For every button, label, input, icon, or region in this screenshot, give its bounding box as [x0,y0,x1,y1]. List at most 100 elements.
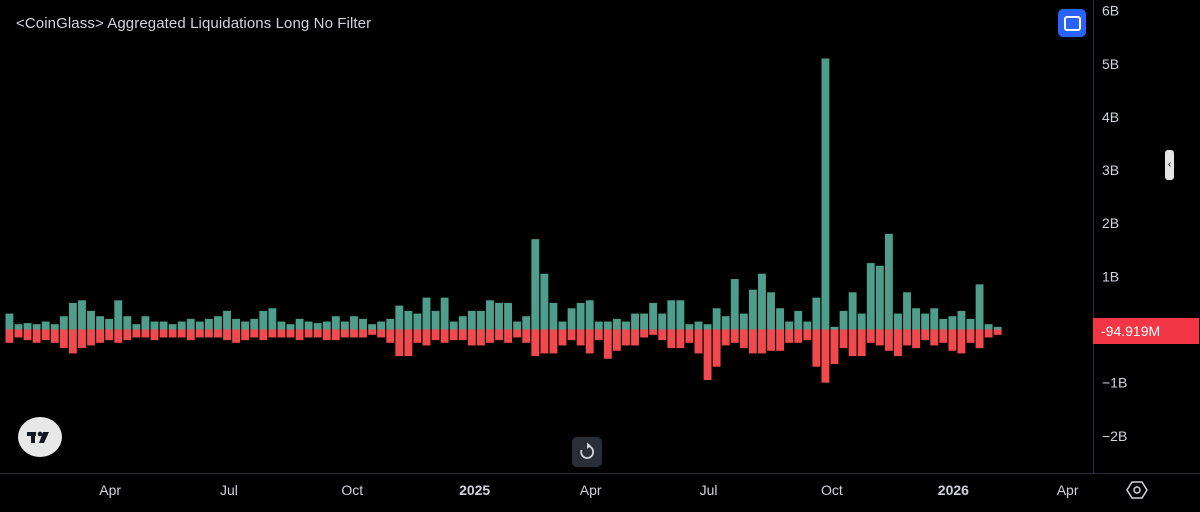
bar-positive [513,321,522,330]
bar-positive [540,273,549,330]
bar-positive [159,321,168,330]
bar-positive [232,318,241,330]
bar-positive [177,321,186,330]
bar-positive [667,300,676,330]
bar-positive [395,305,404,330]
x-tick-label: Jul [220,482,238,498]
bar-positive [313,323,322,330]
y-tick-label: 5B [1102,56,1119,72]
bar-positive [594,321,603,330]
bar-positive [295,318,304,330]
bar-positive [87,310,95,330]
bar-negative [685,329,694,343]
bar-positive [440,297,449,330]
bar-negative [676,329,685,349]
bar-negative [939,329,948,343]
bar-positive [767,292,775,330]
bar-positive [413,313,422,330]
bar-negative [649,329,658,335]
bar-positive [259,310,268,330]
bars-layer [5,58,1002,383]
bar-negative [957,329,966,354]
x-tick-label: 2025 [459,482,490,498]
x-tick-label: Jul [700,482,718,498]
bar-positive [32,324,41,330]
bar-positive [712,308,721,330]
bar-positive [195,321,204,330]
bar-negative [114,329,123,343]
bar-negative [277,329,286,338]
x-axis[interactable]: Apr Jul Oct 2025 Apr Jul Oct 2026 Apr [99,482,1079,498]
bar-negative [241,329,250,341]
bar-positive [803,321,812,330]
bar-positive [549,302,558,330]
bar-negative [168,329,177,338]
bar-negative [431,329,440,341]
bar-positive [821,58,830,330]
bar-negative [486,329,494,343]
bar-negative [96,329,105,343]
bar-positive [114,300,123,330]
x-tick-label: Oct [341,482,363,498]
y-tick-label: 6B [1102,3,1119,19]
bar-positive [50,324,59,330]
bar-positive [975,284,984,330]
bar-positive [640,313,649,330]
bar-positive [386,318,395,330]
bar-negative [894,329,902,357]
bar-positive [250,318,259,330]
bar-positive [884,233,893,330]
bar-positive [948,316,957,330]
bar-negative [975,329,984,349]
bar-negative [576,329,585,346]
tradingview-logo-icon[interactable] [18,417,62,457]
bar-positive [567,308,576,330]
bar-positive [830,326,839,330]
bar-negative [204,329,213,338]
bar-negative [848,329,857,357]
bar-negative [612,329,621,351]
bar-positive [359,318,367,330]
bar-positive [875,265,884,330]
bar-positive [377,321,386,330]
bar-positive [204,318,213,330]
bar-positive [939,318,948,330]
bar-negative [223,329,231,341]
bar-negative [313,329,322,338]
bar-negative [504,329,513,343]
x-tick-label: Apr [1057,482,1079,498]
reset-icon[interactable] [572,437,602,467]
y-tick-label: −1B [1102,375,1127,391]
bar-negative [250,329,259,338]
bar-negative [903,329,911,346]
chevron-left-icon[interactable]: ‹ [1165,150,1174,180]
bar-positive [993,326,1002,330]
bar-negative [386,329,395,343]
bar-positive [431,310,440,330]
bar-positive [531,239,540,330]
bar-positive [622,321,630,330]
bar-positive [921,313,930,330]
bar-positive [785,321,794,330]
bar-negative [748,329,757,354]
bar-positive [5,313,14,330]
bar-negative [59,329,68,349]
bar-negative [132,329,141,338]
bar-positive [286,324,295,330]
bar-positive [794,310,803,330]
bar-positive [585,300,594,330]
bar-positive [132,324,141,330]
bar-positive [522,316,531,330]
bar-positive [612,318,621,330]
fullscreen-icon[interactable] [1058,9,1086,37]
bar-negative [377,329,386,338]
y-axis[interactable]: 6B 5B 4B 3B 2B 1B −1B −2B [1102,3,1127,444]
settings-icon[interactable] [1125,479,1149,501]
bar-positive [168,324,177,330]
bar-negative [449,329,458,341]
bar-negative [23,329,32,341]
bar-positive [576,302,585,330]
bar-negative [884,329,893,351]
bar-positive [603,321,612,330]
